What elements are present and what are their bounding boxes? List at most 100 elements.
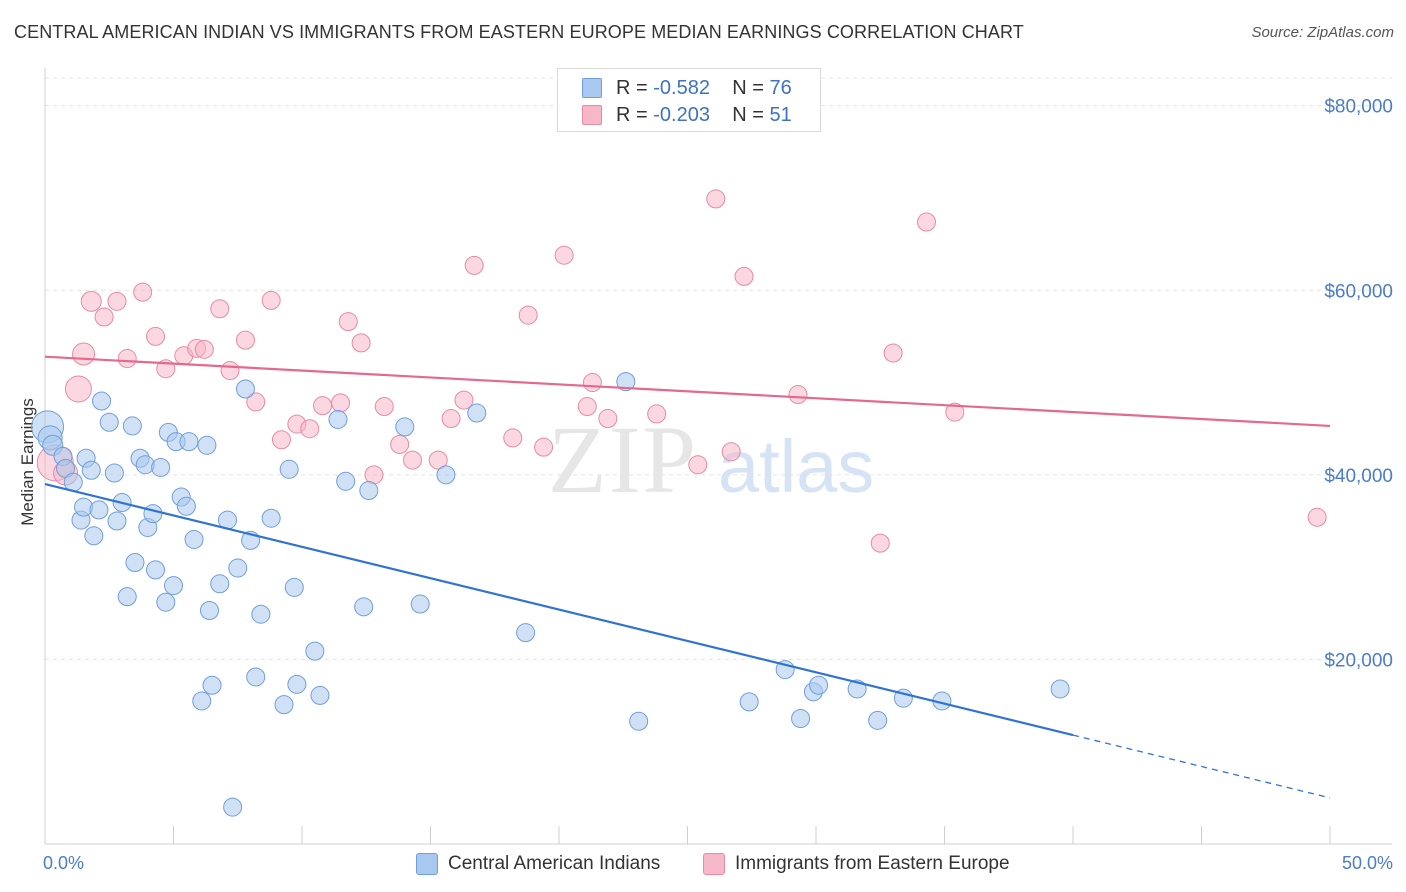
eastern-europe-point bbox=[117, 349, 137, 369]
eastern-europe-point bbox=[454, 390, 474, 410]
eastern-europe-point bbox=[146, 326, 166, 346]
eastern-europe-point bbox=[917, 212, 937, 232]
bottom-legend-label-pink: Immigrants from Eastern Europe bbox=[735, 853, 1010, 874]
central-american-point bbox=[81, 460, 101, 480]
central-american-point bbox=[274, 695, 294, 715]
eastern-europe-point bbox=[403, 450, 423, 470]
eastern-europe-point bbox=[94, 307, 114, 327]
eastern-europe-point bbox=[428, 450, 448, 470]
central-american-point bbox=[89, 500, 109, 520]
x-tick-label-start: 0.0% bbox=[43, 853, 84, 873]
central-american-point bbox=[235, 379, 255, 399]
central-american-point bbox=[117, 587, 137, 607]
legend-n-label: N = bbox=[732, 77, 764, 99]
eastern-europe-point bbox=[518, 305, 538, 325]
legend-r-label: R = bbox=[616, 104, 648, 126]
legend-r-label: R = bbox=[616, 77, 648, 99]
y-tick-labels: $20,000 $40,000 $60,000 $80,000 bbox=[1324, 97, 1393, 672]
eastern-europe-point bbox=[870, 533, 890, 553]
eastern-europe-point bbox=[883, 343, 903, 363]
bottom-legend-label-blue: Central American Indians bbox=[448, 853, 661, 874]
central-american-point bbox=[868, 710, 888, 730]
central-american-point bbox=[176, 496, 196, 516]
central-american-point bbox=[164, 576, 183, 596]
eastern-europe-point bbox=[300, 419, 320, 439]
watermark-zip: ZIP bbox=[548, 406, 698, 513]
eastern-europe-point bbox=[503, 428, 523, 448]
central-american-point bbox=[107, 511, 127, 531]
eastern-europe-point bbox=[210, 299, 230, 319]
eastern-europe-point bbox=[577, 397, 597, 417]
eastern-europe-point bbox=[734, 266, 754, 286]
eastern-europe-point bbox=[313, 396, 333, 416]
central-american-point bbox=[92, 391, 112, 411]
central-american-point bbox=[279, 459, 299, 479]
legend-swatch-blue bbox=[582, 78, 602, 98]
central-american-point bbox=[228, 558, 248, 578]
central-american-point bbox=[395, 417, 415, 437]
central-american-point bbox=[616, 372, 636, 392]
grid-lines bbox=[45, 77, 1392, 660]
legend-n-label: N = bbox=[732, 104, 764, 126]
y-tick-label: $40,000 bbox=[1324, 466, 1393, 487]
eastern-europe-point bbox=[194, 339, 214, 359]
legend-r-value: -0.203 bbox=[653, 104, 710, 126]
central-american-point bbox=[74, 497, 94, 517]
x-tick-label-end: 50.0% bbox=[1342, 853, 1393, 873]
central-american-point bbox=[467, 403, 487, 423]
central-american-point bbox=[197, 435, 217, 455]
central-american-point bbox=[287, 674, 307, 694]
watermark-atlas: atlas bbox=[718, 425, 874, 508]
central-american-trend-line bbox=[44, 483, 1074, 737]
central-american-point bbox=[328, 409, 348, 429]
central-american-point bbox=[223, 797, 243, 817]
watermark: ZIP atlas bbox=[548, 406, 874, 513]
eastern-europe-point bbox=[464, 255, 484, 275]
eastern-europe-point bbox=[107, 291, 127, 311]
bottom-legend-swatch-blue bbox=[416, 853, 438, 875]
bottom-legend-swatch-pink bbox=[703, 853, 725, 875]
y-tick-label: $20,000 bbox=[1324, 650, 1393, 671]
eastern-europe-point bbox=[788, 385, 808, 405]
central-american-point bbox=[809, 675, 829, 695]
legend-n-value: 76 bbox=[769, 77, 792, 99]
central-american-point bbox=[122, 416, 142, 436]
eastern-europe-point bbox=[80, 290, 102, 312]
central-american-point bbox=[305, 641, 325, 661]
x-tick-labels: 0.0% 50.0% bbox=[43, 853, 1393, 873]
central-american-point bbox=[251, 604, 271, 624]
central-american-point bbox=[202, 675, 222, 695]
legend-stats-blue: R = -0.582 N = 76 bbox=[616, 77, 792, 100]
eastern-europe-point bbox=[598, 409, 618, 429]
legend-swatch-pink bbox=[582, 105, 602, 125]
eastern-europe-point bbox=[945, 402, 965, 422]
central-american-point bbox=[354, 597, 374, 617]
central-american-point bbox=[151, 457, 171, 477]
eastern-europe-point bbox=[338, 312, 358, 332]
legend-r-value: -0.582 bbox=[653, 77, 710, 99]
correlation-legend: R = -0.582 N = 76 R = -0.203 N = 51 bbox=[557, 68, 821, 132]
eastern-europe-point bbox=[72, 342, 96, 366]
eastern-europe-point bbox=[351, 333, 371, 353]
eastern-europe-point bbox=[64, 375, 92, 403]
central-american-point bbox=[436, 465, 456, 485]
eastern-europe-point bbox=[721, 442, 741, 462]
central-american-point bbox=[135, 455, 155, 475]
central-american-point bbox=[284, 577, 304, 597]
central-american-point bbox=[104, 463, 124, 483]
central-american-point bbox=[359, 481, 379, 501]
source-label: Source: ZipAtlas.com bbox=[1251, 24, 1394, 41]
central-american-point bbox=[143, 504, 163, 524]
data-points bbox=[31, 189, 1327, 817]
central-american-point bbox=[410, 594, 430, 614]
eastern-europe-point bbox=[647, 404, 667, 424]
eastern-europe-point bbox=[220, 361, 240, 381]
central-american-point bbox=[791, 708, 811, 728]
central-american-point bbox=[1050, 679, 1070, 699]
trend-lines bbox=[44, 355, 1331, 799]
eastern-europe-point bbox=[582, 373, 602, 393]
central-american-trend-extension bbox=[1072, 734, 1331, 799]
eastern-europe-point bbox=[133, 282, 153, 302]
eastern-europe-point bbox=[390, 434, 410, 454]
central-american-point bbox=[84, 526, 104, 546]
